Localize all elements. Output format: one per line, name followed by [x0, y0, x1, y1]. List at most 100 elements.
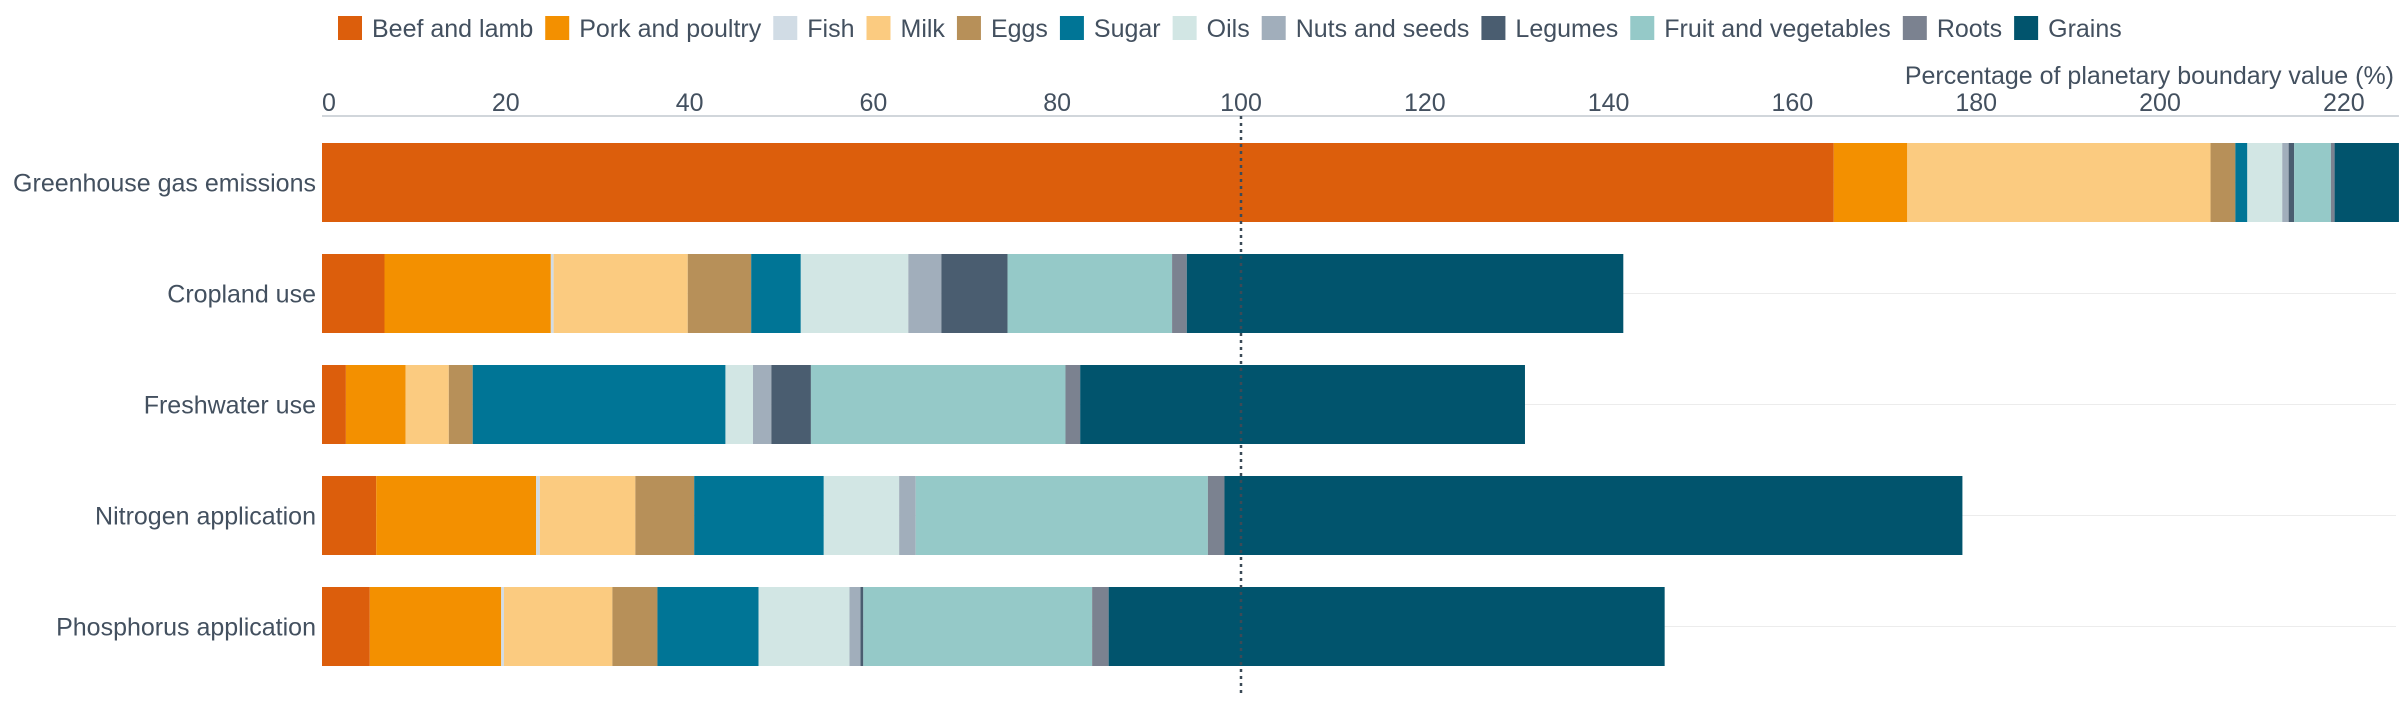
bar-segment: [849, 587, 861, 666]
legend-label: Milk: [901, 15, 946, 43]
x-axis: 0 20 40 60 80 100 120 140 160 180 200 220Percentage…: [322, 62, 2399, 117]
bar-segment: [687, 254, 752, 333]
legend-item: Nuts and seeds: [1261, 15, 1470, 43]
bar-segment: [2294, 143, 2331, 222]
category-label: Greenhouse gas emissions: [13, 170, 316, 198]
bar-segment: [376, 476, 537, 555]
bar-segment: [1172, 254, 1187, 333]
x-tick-label: 220: [2323, 89, 2365, 117]
x-tick-label: 120: [1404, 89, 1446, 117]
bar-row: [322, 476, 1963, 555]
x-tick-label: 80: [1043, 89, 1071, 117]
legend-swatch: [773, 16, 798, 40]
bars: [322, 143, 2399, 666]
bar-segment: [758, 587, 850, 666]
bar-segment: [536, 476, 540, 555]
bar-segment: [322, 254, 385, 333]
bar-segment: [899, 476, 916, 555]
legend-label: Eggs: [991, 15, 1048, 43]
bar-segment: [2330, 143, 2335, 222]
x-tick-label: 0: [322, 89, 336, 117]
x-tick-label: 100: [1220, 89, 1262, 117]
legend-swatch: [1481, 16, 1506, 40]
legend-label: Fruit and vegetables: [1664, 15, 1891, 43]
bar-segment: [501, 587, 504, 666]
bar-segment: [635, 476, 695, 555]
bar-row: [322, 365, 1525, 444]
legend-label: Legumes: [1515, 15, 1618, 43]
category-labels: Greenhouse gas emissions Cropland use Fres…: [13, 170, 316, 642]
category-label: Phosphorus application: [56, 614, 316, 642]
legend-item: Pork and poultry: [545, 15, 762, 43]
bar-segment: [2282, 143, 2289, 222]
bar-segment: [2247, 143, 2283, 222]
bar-segment: [2288, 143, 2295, 222]
bar-segment: [1833, 143, 1908, 222]
legend-item: Sugar: [1059, 15, 1161, 43]
category-label: Nitrogen application: [95, 503, 316, 531]
bar-segment: [322, 365, 346, 444]
x-tick-label: 60: [859, 89, 887, 117]
bar-segment: [503, 587, 613, 666]
bar-segment: [1108, 587, 1665, 666]
bar-segment: [725, 365, 754, 444]
bar-segment: [1092, 587, 1109, 666]
bar-segment: [2235, 143, 2248, 222]
bar-row: [322, 143, 2399, 222]
bar-segment: [472, 365, 726, 444]
bar-segment: [1207, 476, 1225, 555]
legend-item: Eggs: [956, 15, 1048, 43]
legend-label: Oils: [1207, 15, 1250, 43]
x-tick-label: 180: [1955, 89, 1997, 117]
bar-segment: [941, 254, 1008, 333]
bar-segment: [810, 365, 1066, 444]
legend-swatch: [338, 16, 362, 40]
legend-swatch: [545, 16, 570, 40]
x-tick-label: 140: [1588, 89, 1630, 117]
bar-segment: [800, 254, 909, 333]
legend-item: Grains: [2014, 15, 2122, 43]
bar-segment: [1007, 254, 1173, 333]
bar-segment: [751, 254, 801, 333]
bar-row: [322, 254, 1624, 333]
legend-label: Beef and lamb: [372, 15, 533, 43]
legend-item: Legumes: [1481, 15, 1618, 43]
legend-item: Beef and lamb: [338, 15, 533, 43]
bar-segment: [1186, 254, 1624, 333]
bar-segment: [553, 254, 688, 333]
x-tick-label: 20: [492, 89, 520, 117]
x-tick-label: 40: [676, 89, 704, 117]
bar-segment: [322, 587, 370, 666]
category-label: Freshwater use: [144, 392, 316, 420]
legend-swatch: [1059, 16, 1084, 40]
legend-label: Roots: [1937, 15, 2002, 43]
bar-segment: [1907, 143, 2211, 222]
bar-segment: [369, 587, 502, 666]
x-tick-label: 160: [1772, 89, 1814, 117]
bar-segment: [860, 587, 864, 666]
bar-segment: [915, 476, 1208, 555]
bar-segment: [2334, 143, 2399, 222]
legend-item: Oils: [1172, 15, 1250, 43]
x-axis-label: Percentage of planetary boundary value (…: [1905, 62, 2394, 90]
x-tick-label: 200: [2139, 89, 2181, 117]
bar-segment: [322, 476, 377, 555]
legend-swatch: [1172, 16, 1197, 40]
bar-segment: [550, 254, 554, 333]
bar-segment: [1224, 476, 1963, 555]
legend-label: Nuts and seeds: [1296, 15, 1470, 43]
legend-swatch: [1261, 16, 1286, 40]
legend-swatch: [1902, 16, 1927, 40]
bar-segment: [322, 143, 1834, 222]
bar-segment: [539, 476, 636, 555]
bar-segment: [908, 254, 942, 333]
bar-segment: [448, 365, 473, 444]
bar-segment: [657, 587, 759, 666]
bar-segment: [405, 365, 449, 444]
legend-item: Fruit and vegetables: [1630, 15, 1891, 43]
bar-segment: [771, 365, 811, 444]
bar-segment: [863, 587, 1093, 666]
legend-label: Fish: [807, 15, 854, 43]
legend-item: Milk: [866, 15, 946, 43]
